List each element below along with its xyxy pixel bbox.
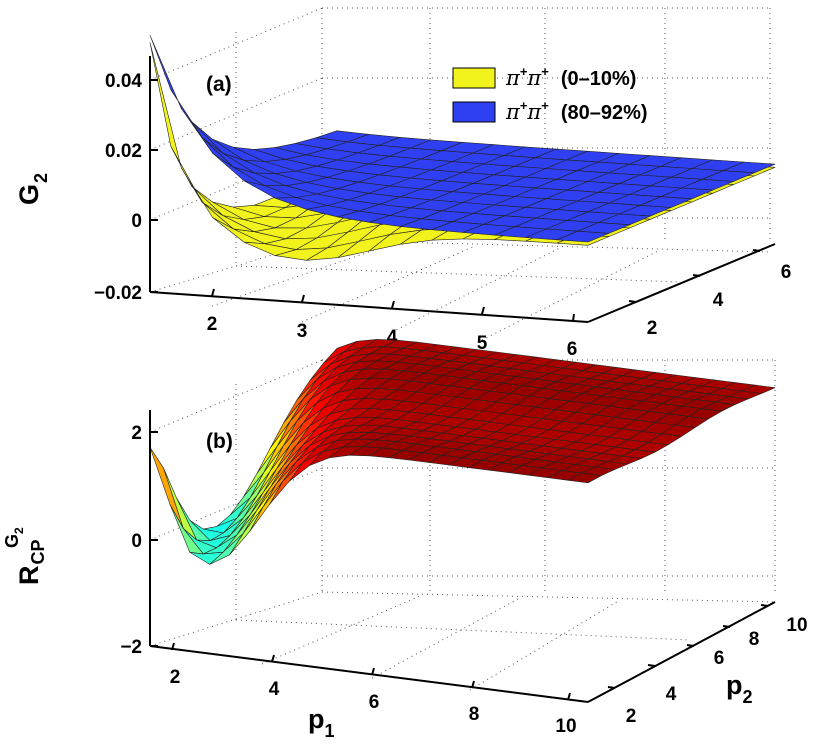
y-tick-a-2: 6	[781, 262, 792, 283]
panel-b-ylabel-sub: 2	[743, 687, 753, 707]
x-tick-a-3: 5	[477, 333, 488, 354]
panel-b-zlabel-main: R	[14, 566, 44, 586]
y-tick-b-1: 4	[666, 684, 677, 705]
legend-swatch-blue	[452, 101, 496, 123]
panel-b-zlabel-sub: CP	[28, 539, 48, 564]
panel-b-xlabel-main: p	[308, 704, 325, 734]
panel-b-axes	[149, 410, 776, 703]
x-tick-a-4: 6	[567, 339, 578, 360]
y-tick-b-4: 10	[786, 615, 807, 636]
x-tick-a-1: 3	[297, 321, 308, 342]
panel-a-zlabel: G2	[14, 173, 51, 205]
surface-cell-blue	[149, 34, 203, 138]
panel-b-zlabel-sup-main: G	[2, 534, 22, 548]
x-tick-a-0: 2	[207, 314, 218, 335]
z-tick-b-0: 2	[131, 423, 142, 444]
legend-label-yellow: π+π+ (0–10%)	[505, 64, 636, 90]
z-tick-a-2: 0	[131, 211, 142, 232]
panel-a-axes	[149, 56, 776, 323]
panel-b-ylabel: p2	[726, 670, 753, 707]
z-tick-a-0: 0.04	[105, 71, 142, 92]
x-tick-a-2: 4	[387, 327, 398, 348]
legend-label-blue: π+π+ (80–92%)	[505, 98, 648, 124]
legend: π+π+ (0–10%) π+π+ (80–92%)	[452, 64, 648, 124]
panel-a-label: (a)	[206, 73, 232, 96]
x-tick-b-4: 10	[555, 716, 576, 737]
y-tick-b-0: 2	[626, 706, 637, 727]
y-tick-b-3: 8	[749, 629, 760, 650]
panel-a-zlabel-main: G	[14, 184, 44, 205]
y-tick-a-1: 4	[713, 290, 724, 311]
panel-b-ylabel-main: p	[726, 670, 743, 700]
panel-b-zlabel-sup-sub: 2	[12, 527, 26, 534]
z-tick-b-2: −2	[120, 637, 142, 658]
surface-rcp	[149, 339, 776, 565]
x-tick-b-3: 8	[469, 704, 480, 725]
x-tick-b-2: 6	[369, 692, 380, 713]
y-tick-a-0: 2	[647, 318, 658, 339]
z-tick-a-1: 0.02	[105, 141, 142, 162]
panel-b: 2 0 −2 2 4 6 8 10 2 4 6 8 10 (b) RCP G2 …	[2, 339, 808, 741]
panel-b-xlabel: p1	[308, 704, 335, 741]
z-tick-a-3: −0.02	[94, 283, 142, 304]
surface-cell	[149, 446, 184, 529]
panel-b-xlabel-sub: 1	[325, 721, 335, 741]
panel-b-zlabel-sup: G2	[2, 527, 26, 548]
legend-swatch-yellow	[452, 67, 496, 89]
panel-a: 0.04 0.02 0 −0.02 2 3 4 5 6 2 4 6 (a) G2…	[14, 7, 792, 360]
z-tick-b-1: 0	[131, 531, 142, 552]
panel-b-zlabel: RCP	[14, 539, 48, 585]
panel-a-zlabel-sub: 2	[31, 173, 51, 183]
x-tick-b-0: 2	[170, 667, 181, 688]
panel-b-label: (b)	[206, 430, 233, 453]
x-tick-b-1: 4	[269, 679, 280, 700]
surface-cell-yellow	[149, 42, 203, 203]
y-tick-b-2: 6	[714, 648, 725, 669]
surface-blue-80-92	[149, 34, 776, 243]
